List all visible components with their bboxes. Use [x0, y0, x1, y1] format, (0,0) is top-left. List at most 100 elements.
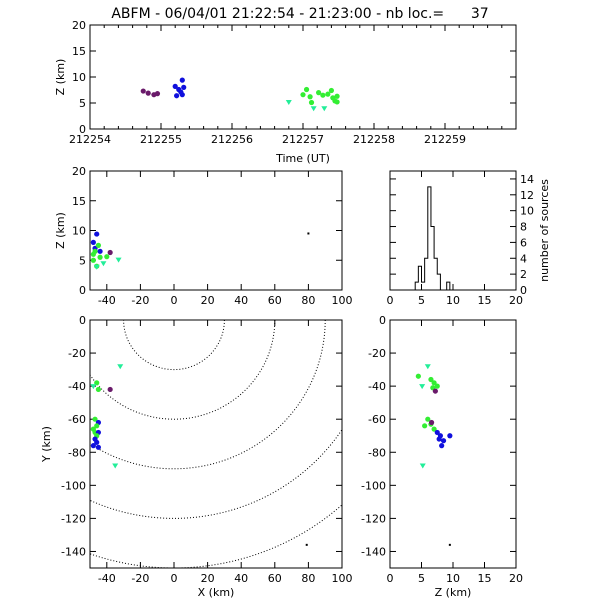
y-axis-label: number of sources: [538, 179, 551, 282]
data-point: [154, 91, 161, 97]
data-point: [316, 90, 322, 96]
data-point: [419, 384, 426, 390]
y-tick-label: -140: [61, 545, 86, 558]
x-tick-label: 0: [171, 572, 178, 585]
x-tick-label: 80: [301, 294, 315, 307]
data-point: [172, 83, 178, 89]
y-tick-label: -120: [61, 512, 86, 525]
data-point: [325, 91, 331, 97]
y-tick-label: 10: [72, 225, 86, 238]
data-point: [95, 386, 101, 393]
y-tick-label: -80: [68, 446, 86, 459]
x-tick-label: 80: [301, 572, 315, 585]
y-tick-label: 10: [72, 71, 86, 84]
y-tick-label: 15: [72, 195, 86, 208]
data-point: [94, 231, 100, 237]
data-point: [181, 84, 187, 90]
y-tick-label: 2: [520, 268, 527, 281]
x-tick-label: 212254: [69, 133, 111, 146]
x-tick-label: -40: [98, 572, 116, 585]
data-point: [117, 364, 124, 370]
y-tick-label: 5: [79, 254, 86, 267]
data-point: [90, 257, 96, 263]
x-tick-label: 60: [268, 294, 282, 307]
x-tick-label: 100: [332, 572, 353, 585]
data-point: [285, 99, 292, 105]
data-layer: [90, 320, 342, 568]
x-tick-label: 20: [509, 294, 523, 307]
x-tick-label: 10: [446, 572, 460, 585]
data-point: [321, 106, 328, 112]
data-point: [432, 388, 438, 394]
data-point: [112, 463, 119, 469]
x-tick-label: -40: [98, 294, 116, 307]
y-tick-label: 0: [379, 314, 386, 327]
y-tick-label: 0: [520, 284, 527, 297]
y-tick-label: 14: [520, 173, 534, 186]
x-tick-label: 5: [418, 572, 425, 585]
data-point: [307, 232, 310, 235]
data-point: [94, 380, 100, 386]
data-point: [307, 94, 313, 100]
data-point: [90, 443, 96, 449]
x-tick-label: 20: [201, 572, 215, 585]
x-axis-label: Time (UT): [275, 152, 330, 165]
data-point: [428, 376, 434, 383]
y-axis-label: Z (km): [54, 59, 67, 96]
x-axis-label: X (km): [198, 586, 235, 599]
y-tick-label: 12: [520, 189, 534, 202]
x-tick-label: 212257: [282, 133, 324, 146]
data-point: [424, 364, 431, 370]
data-point: [179, 77, 185, 83]
data-point: [431, 426, 437, 432]
data-point: [320, 92, 326, 98]
x-tick-label: 212258: [353, 133, 395, 146]
y-tick-label: 20: [72, 165, 86, 178]
data-layer: [415, 364, 453, 546]
data-point: [140, 88, 146, 94]
y-tick-label: 15: [72, 45, 86, 58]
x-tick-label: 40: [234, 294, 248, 307]
data-point: [431, 380, 437, 386]
range-ring: [90, 320, 276, 420]
data-point: [439, 443, 445, 449]
x-tick-label: 0: [387, 294, 394, 307]
x-tick-label: 20: [509, 572, 523, 585]
x-tick-label: 212256: [211, 133, 253, 146]
y-tick-label: -120: [361, 512, 386, 525]
panel-time_height: 212254 212255 212256 212257 212258 212259 0 5 10…: [54, 19, 517, 165]
data-point: [415, 373, 421, 379]
y-tick-label: -40: [68, 380, 86, 393]
panel-height_y: 0 5 10 15 20 -140 -120 -100 -80 -60 -40 -20 0 Z (km): [361, 314, 523, 599]
data-layer: [90, 231, 310, 270]
x-tick-label: 100: [332, 294, 353, 307]
data-point: [310, 106, 317, 112]
x-tick-label: 60: [268, 572, 282, 585]
data-point: [178, 89, 184, 95]
histogram-outline: [414, 186, 453, 291]
data-point: [305, 543, 308, 546]
y-tick-label: 0: [79, 284, 86, 297]
y-tick-label: -60: [368, 413, 386, 426]
x-tick-label: 10: [446, 294, 460, 307]
data-point: [419, 463, 426, 469]
y-tick-label: 20: [72, 19, 86, 32]
data-point: [422, 423, 428, 429]
x-axis-label: Z (km): [435, 586, 472, 599]
data-layer: [140, 77, 340, 112]
data-point: [90, 251, 96, 257]
data-point: [436, 436, 442, 442]
y-tick-label: -140: [361, 545, 386, 558]
x-tick-label: 0: [387, 572, 394, 585]
x-tick-label: 5: [418, 294, 425, 307]
data-point: [107, 386, 113, 393]
data-point: [428, 419, 435, 426]
axes-frame: [389, 170, 517, 291]
y-tick-label: 10: [520, 205, 534, 218]
data-point: [100, 261, 107, 267]
panel-plan_view: -40 -20 0 20 40 60 80 100 -140 -120 -100 -80 -60 -40 -…: [40, 314, 353, 599]
y-tick-label: -100: [61, 479, 86, 492]
data-point: [95, 242, 101, 248]
y-tick-label: -80: [368, 446, 386, 459]
x-tick-label: -20: [131, 294, 149, 307]
